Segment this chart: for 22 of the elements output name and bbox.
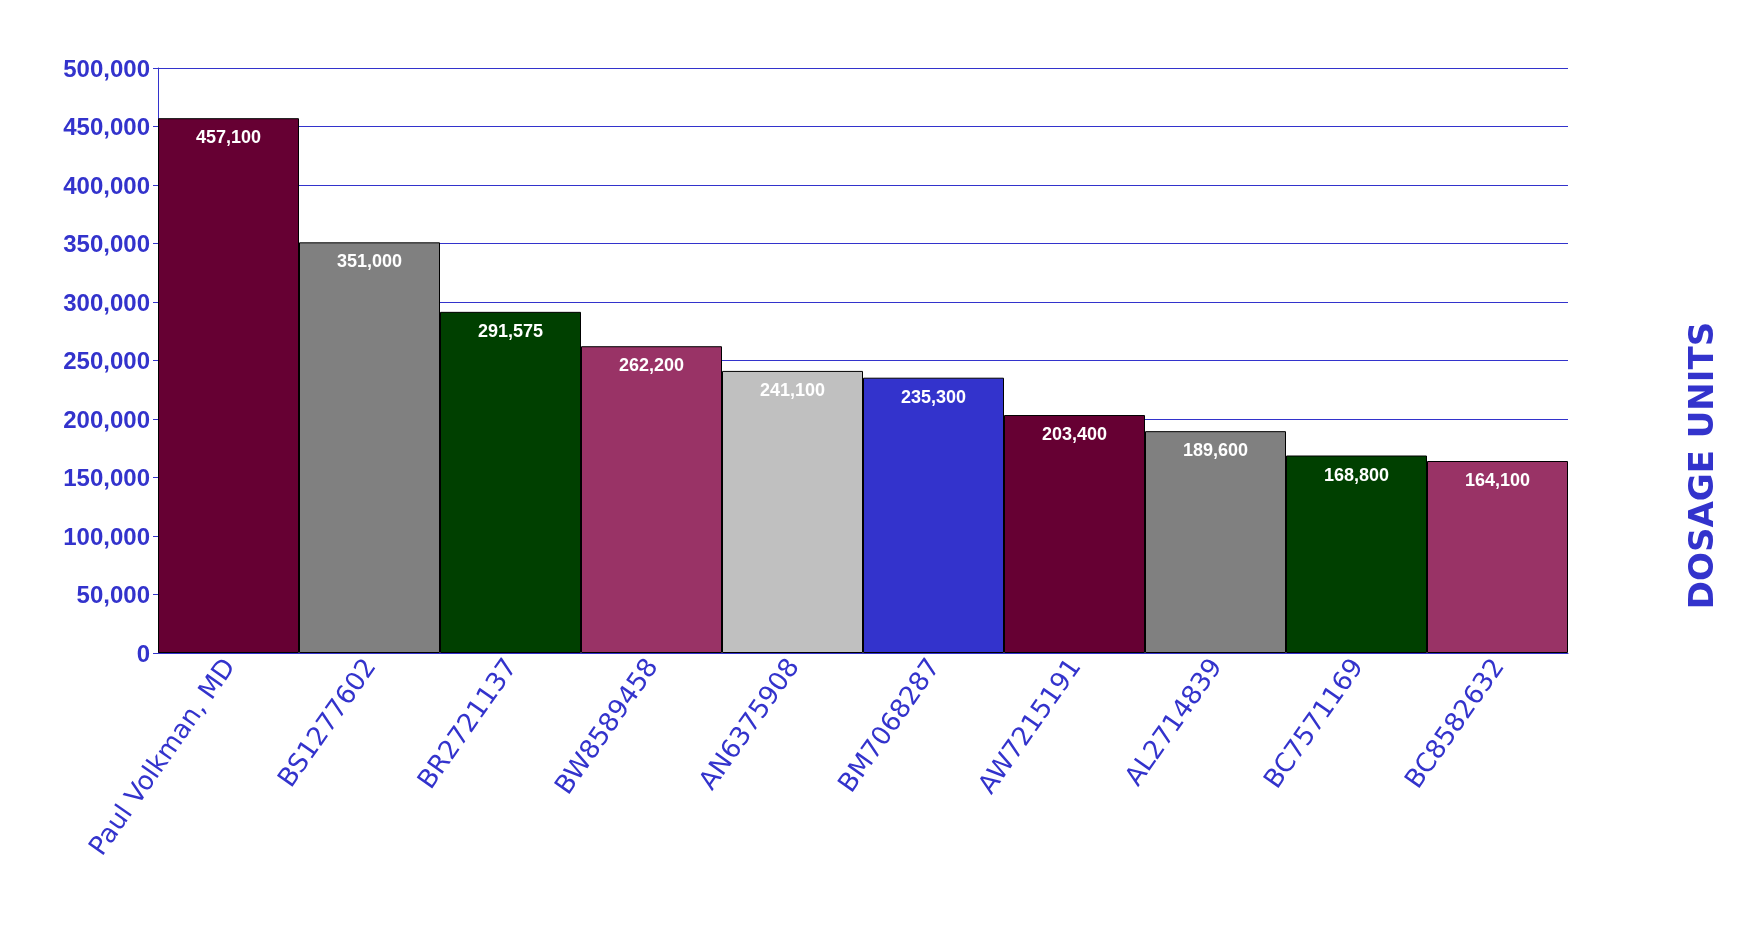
data-label: 203,400 xyxy=(1041,424,1108,445)
data-label: 164,100 xyxy=(1464,470,1531,490)
y-tick-label: 150,000 xyxy=(63,464,150,491)
y-axis-title: DOSAGE UNITS xyxy=(1681,321,1721,610)
data-label: 262,200 xyxy=(618,355,685,376)
data-label: 168,800 xyxy=(1323,464,1390,485)
y-tick-label: 350,000 xyxy=(63,230,150,257)
y-tick-label: 300,000 xyxy=(63,288,150,316)
y-tick-label: 0 xyxy=(136,639,150,667)
y-tick-label: 50,000 xyxy=(76,581,150,608)
data-label: 241,100 xyxy=(759,379,826,400)
y-tick-label: 450,000 xyxy=(63,113,150,140)
y-tick-label: 400,000 xyxy=(63,171,150,199)
y-tick-label: 500,000 xyxy=(63,54,150,82)
data-label: 291,575 xyxy=(477,320,544,341)
data-label: 189,600 xyxy=(1182,440,1249,461)
data-label: 351,000 xyxy=(336,251,403,272)
y-tick-label: 100,000 xyxy=(63,522,150,550)
data-label: 457,100 xyxy=(195,127,262,148)
y-tick-label: 250,000 xyxy=(63,347,150,374)
data-label: 235,300 xyxy=(900,386,967,407)
y-tick-label: 200,000 xyxy=(63,405,150,433)
